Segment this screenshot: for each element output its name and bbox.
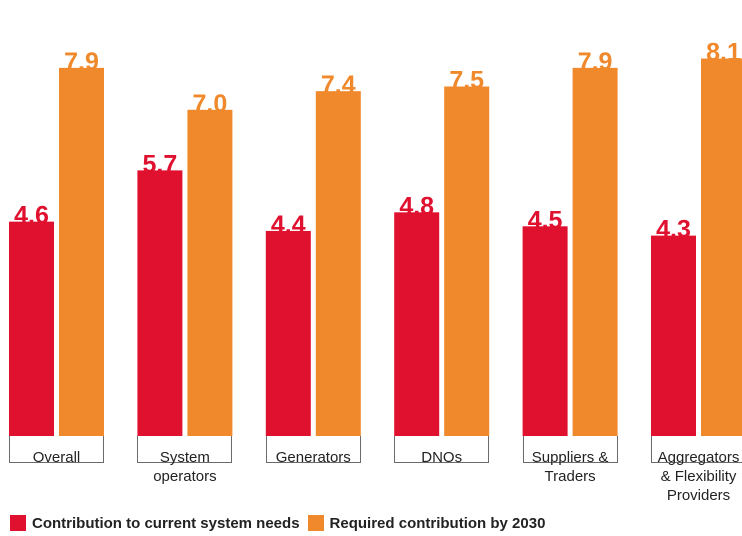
legend-swatch-2030: [307, 515, 324, 531]
bar-2030-0: [59, 67, 104, 437]
data-label-2030-4: 7.9: [578, 48, 613, 76]
legend-item-2030: Required contribution by 2030: [307, 514, 546, 532]
data-label-2030-0: 7.9: [64, 48, 99, 76]
category-bracket-3: [394, 436, 490, 463]
category-label-2: Generators: [256, 448, 371, 467]
legend-label-current: Contribution to current system needs: [32, 514, 300, 532]
bar-current-2: [265, 230, 311, 436]
category-label-line: Generators: [275, 449, 351, 466]
category-label-line: Suppliers &: [531, 449, 609, 466]
category-label-5: Aggregators & Flexibility Providers: [641, 448, 742, 505]
bar-current-5: [651, 235, 696, 436]
legend-label-2030: Required contribution by 2030: [329, 514, 546, 532]
category-label-line: Traders: [544, 468, 596, 485]
data-label-current-3: 4.8: [399, 192, 434, 220]
category-bracket-4: [522, 436, 618, 463]
category-label-1: System operators: [127, 448, 242, 486]
data-label-2030-5: 8.1: [706, 39, 741, 67]
category-label-line: System: [159, 449, 210, 466]
data-label-current-0: 4.6: [14, 202, 49, 230]
bar-2030-3: [444, 86, 490, 436]
bar-current-3: [394, 212, 440, 436]
data-label-current-4: 4.5: [528, 206, 563, 234]
category-bracket-0: [9, 436, 104, 463]
category-bracket-5: [651, 436, 742, 463]
bar-current-4: [522, 226, 568, 436]
data-label-2030-2: 7.4: [321, 71, 356, 99]
category-label-4: Suppliers & Traders: [513, 448, 628, 486]
bar-current-0: [9, 221, 54, 436]
data-label-current-1: 5.7: [143, 150, 178, 178]
legend-swatch-current: [10, 515, 26, 531]
legend: Contribution to current system needs Req…: [10, 514, 553, 532]
bar-2030-1: [187, 109, 233, 437]
bar-2030-2: [315, 91, 361, 436]
category-label-line: & Flexibility: [660, 468, 737, 485]
category-label-0: Overall: [0, 448, 114, 467]
category-label-line: Overall: [32, 449, 81, 466]
category-label-3: DNOs: [384, 448, 499, 467]
bar-2030-5: [701, 58, 742, 436]
data-label-current-5: 4.3: [656, 216, 691, 244]
category-label-line: Providers: [666, 487, 731, 504]
category-label-line: Aggregators: [657, 449, 740, 466]
category-bracket-1: [137, 436, 233, 463]
bar-current-1: [137, 170, 183, 436]
category-label-line: DNOs: [421, 449, 463, 466]
data-label-2030-1: 7.0: [193, 90, 228, 118]
legend-item-current: Contribution to current system needs: [10, 515, 300, 532]
data-label-current-2: 4.4: [271, 211, 306, 239]
data-label-2030-3: 7.5: [449, 67, 484, 95]
bar-2030-4: [572, 67, 618, 437]
category-label-line: operators: [153, 468, 217, 485]
category-bracket-2: [265, 436, 361, 463]
